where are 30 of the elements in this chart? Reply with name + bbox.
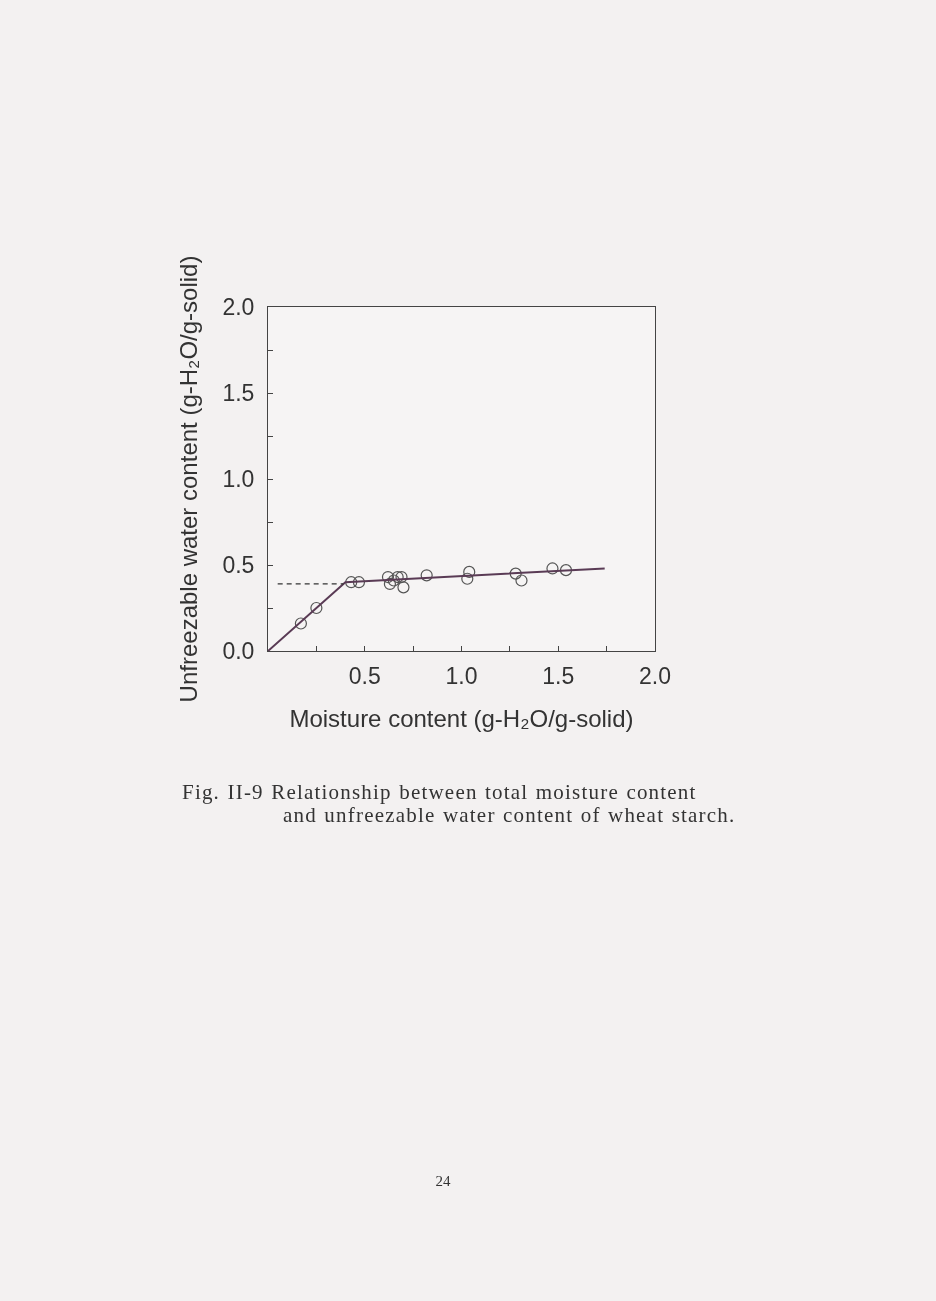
y-tick-label: 1.0 [222,466,255,493]
point [352,576,366,589]
x-tick-label: 1.0 [445,662,478,689]
y-tick-label: 1.5 [222,380,255,407]
x-axis-title: Moisture content (g-H₂O/g-solid) [289,704,634,732]
text: Fig. II-9 Relationship between total moisture content and unfreezable water content of wheat starch. [182,780,737,827]
point [395,570,408,584]
y-axis-title: Unfreezable water content (g-H₂O/g-solid) [174,255,202,703]
point [546,562,559,575]
point [461,572,474,585]
y-tick-label: 0.0 [222,638,255,665]
point [381,570,395,584]
x-tick-label: 1.5 [542,662,575,689]
point [509,567,522,580]
point [391,570,404,584]
text: 24 [434,1173,452,1190]
point [345,576,358,589]
y-tick-label: 0.5 [222,552,255,579]
point [294,617,307,630]
point [515,574,528,587]
y-tick-label: 2.0 [222,294,255,321]
point [387,574,400,587]
x-tick-label: 2.0 [639,662,671,689]
point [559,564,573,577]
point [420,569,433,582]
x-tick-label: 0.5 [348,662,381,689]
point [397,581,410,594]
point [310,601,323,615]
point [383,577,397,591]
point [463,565,476,578]
